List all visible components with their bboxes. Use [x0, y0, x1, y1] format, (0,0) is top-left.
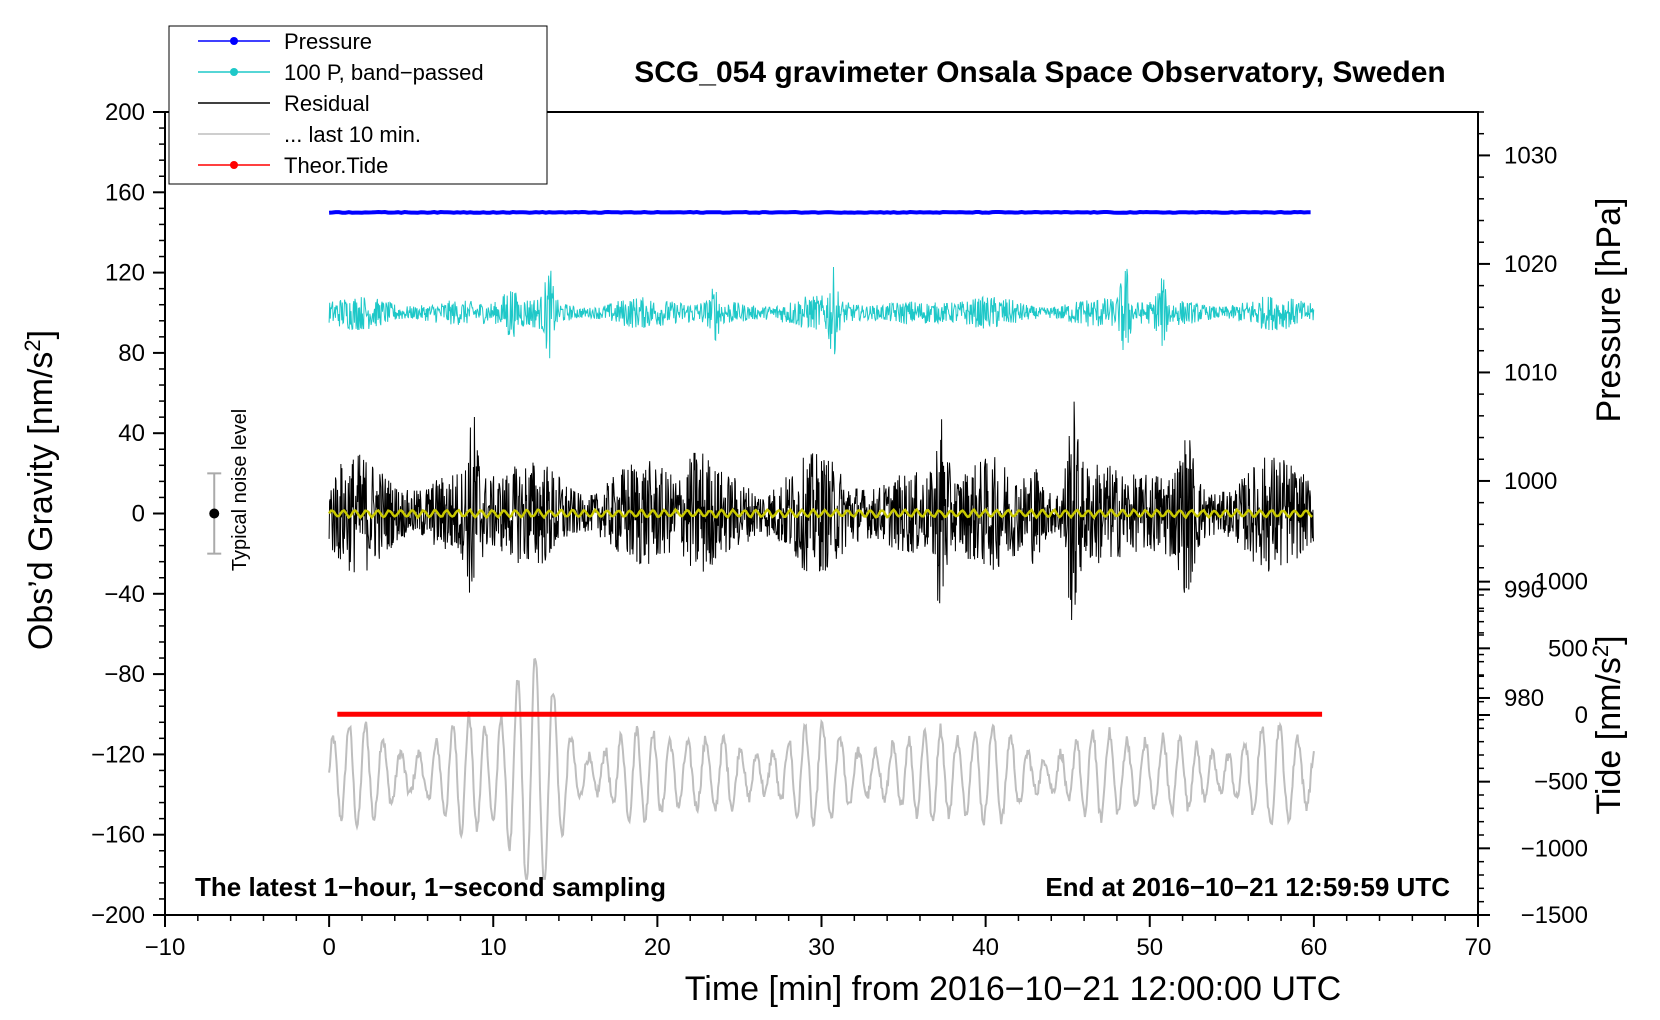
y-axis-title-text: Obs’d Gravity [nm/s [22, 352, 60, 651]
noise-bar [207, 472, 222, 555]
y-tick-label: −160 [91, 822, 145, 849]
tide-axis-title-end: ] [1590, 635, 1628, 644]
y-axis-title-sup: 2 [20, 339, 45, 351]
y-tick-label: −120 [91, 741, 145, 768]
x-tick-label: 40 [972, 934, 999, 961]
legend: Pressure 100 P, band−passed Residual ... la… [168, 25, 548, 185]
x-axis: −10 0 10 20 30 40 50 60 70 [145, 915, 1492, 961]
legend-marker [230, 68, 238, 76]
pressure-tick-label: 1020 [1504, 251, 1557, 278]
pressure-axis-title: Pressure [hPa] [1590, 198, 1628, 423]
y-axis-title-end: ] [22, 330, 60, 339]
x-tick-label: 30 [808, 934, 835, 961]
legend-marker [230, 37, 238, 45]
noise-bar-center [209, 508, 220, 519]
x-tick-label: 50 [1136, 934, 1163, 961]
legend-marker [230, 161, 238, 169]
x-tick-label: 20 [644, 934, 671, 961]
tide-tick-label: 0 [1575, 702, 1588, 729]
series-residual-smoothed [328, 507, 1313, 520]
y-tick-label: 200 [105, 99, 145, 126]
series-pressure [328, 209, 1311, 215]
tide-tick-label: 1000 [1535, 569, 1588, 596]
y-tick-label: −200 [91, 902, 145, 929]
pressure-tick-label: 990 [1504, 576, 1544, 603]
y-tick-label: 40 [118, 420, 145, 447]
tide-tick-label: −1000 [1521, 835, 1588, 862]
plot-lines [328, 209, 1323, 880]
tide-axis-title-sup: 2 [1588, 645, 1613, 657]
legend-label: ... last 10 min. [284, 122, 421, 147]
noise-label: Typical noise level [229, 409, 251, 571]
tide-axis-title-text: Tide [nm/s [1590, 657, 1628, 814]
y-tick-label: 0 [132, 501, 145, 528]
x-tick-label: 60 [1301, 934, 1328, 961]
y-axis-title-left: Obs’d Gravity [nm/s2] [20, 330, 60, 650]
y-tick-label: −80 [104, 661, 145, 688]
x-tick-label: 70 [1465, 934, 1492, 961]
annotation-right: End at 2016−10−21 12:59:59 UTC [1045, 872, 1450, 902]
tide-tick-label: −1500 [1521, 902, 1588, 929]
series-last-10-min [328, 657, 1315, 880]
y-tick-label: 160 [105, 179, 145, 206]
legend-label: Residual [284, 91, 370, 116]
pressure-tick-label: 980 [1504, 685, 1544, 712]
legend-box [168, 25, 548, 185]
tide-tick-label: 500 [1548, 635, 1588, 662]
chart-title: SCG_054 gravimeter Onsala Space Observat… [634, 56, 1446, 89]
series-residual [328, 401, 1314, 621]
y-tick-label: −40 [104, 581, 145, 608]
legend-label: 100 P, band−passed [284, 60, 484, 85]
y-tick-label: 120 [105, 260, 145, 287]
tide-axis-title: Tide [nm/s2] [1588, 635, 1628, 814]
x-tick-label: 0 [322, 934, 335, 961]
legend-label: Pressure [284, 29, 372, 54]
y-axis-left: 200 160 120 80 40 0 −40 −80 −120 −160 −200 [91, 99, 165, 929]
series-band-passed-pressure [328, 266, 1315, 359]
pressure-tick-label: 1010 [1504, 359, 1557, 386]
x-axis-title: Time [min] from 2016−10−21 12:00:00 UTC [685, 970, 1341, 1008]
pressure-tick-label: 1030 [1504, 142, 1557, 169]
annotation-left: The latest 1−hour, 1−second sampling [195, 872, 666, 902]
legend-label: Theor.Tide [284, 153, 388, 178]
pressure-tick-label: 1000 [1504, 468, 1557, 495]
tide-tick-label: −500 [1534, 769, 1588, 796]
x-tick-label: −10 [145, 934, 186, 961]
y-axis-right: 103010201010100099098010005000−500−1000−… [1478, 111, 1588, 929]
x-tick-label: 10 [480, 934, 507, 961]
y-tick-label: 80 [118, 340, 145, 367]
